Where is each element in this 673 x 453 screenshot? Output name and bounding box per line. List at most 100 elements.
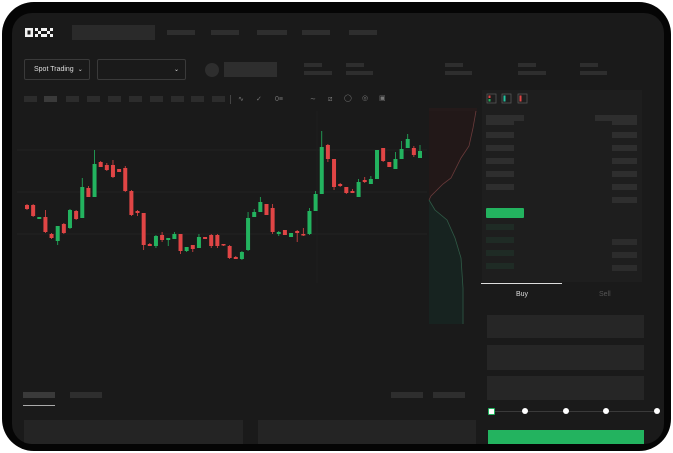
nav-item[interactable] [167,30,195,35]
line-tool-icon[interactable]: ∿ [238,96,244,103]
bid-size [612,239,637,245]
buy-tab-underline [481,283,562,284]
interval-button[interactable] [66,96,79,102]
bid-price [486,237,514,243]
slider-stop[interactable] [563,408,569,414]
both-sides-icon[interactable] [486,93,497,104]
history-tab[interactable] [70,392,102,398]
candle-body [43,217,48,232]
stat-value [346,71,373,75]
interval-button[interactable] [191,96,204,102]
spot-trading-dropdown[interactable]: Spot Trading ⌄ [24,59,90,80]
candle-body [270,208,275,232]
interval-button[interactable] [150,96,163,102]
candle-body [153,236,158,246]
filter-button[interactable] [391,392,423,398]
nav-item[interactable] [211,30,239,35]
slider-handle[interactable] [487,407,495,415]
ask-size [612,171,637,177]
ask-size [612,132,637,138]
buy-tab[interactable]: Buy [516,291,529,298]
ask-price [486,145,514,151]
candle-body [418,151,422,158]
bids-only-icon[interactable] [501,93,512,104]
candle-body [172,234,177,239]
interval-button[interactable] [87,96,100,102]
candlestick-chart[interactable] [12,13,432,283]
slider-stop[interactable] [654,408,660,414]
candle-body [227,246,232,258]
filter-button[interactable] [433,392,465,398]
amount-input[interactable] [487,345,644,370]
camera-icon[interactable]: ◯ [344,95,352,102]
candle-body [393,159,398,169]
slider-stop[interactable] [522,408,528,414]
buy-submit-button[interactable] [488,430,644,444]
candle-body [196,237,201,248]
candle-body [86,188,91,197]
nav-item[interactable] [349,30,377,35]
ask-size [612,184,637,190]
stat-label [304,63,322,67]
amount-slider[interactable] [487,406,660,416]
interval-button[interactable] [171,96,184,102]
asks-only-icon[interactable] [517,93,528,104]
interval-button[interactable] [212,96,225,102]
pair-name [224,62,277,77]
interval-button[interactable] [24,96,37,102]
candle-body [160,235,165,240]
okx-logo [25,28,53,37]
total-input[interactable] [487,376,644,400]
candle-body [233,257,238,259]
candle-body [123,168,128,191]
ask-price [486,119,514,125]
search-bar[interactable] [72,25,155,40]
candle-body [375,150,380,179]
candle-body [276,232,281,234]
pair-avatar [205,63,219,77]
candle-body [332,159,337,187]
bottom-panel [258,420,476,444]
price-input[interactable] [487,315,644,338]
ask-size [612,145,637,151]
bid-size [612,265,637,271]
chevron-down-icon: ⌄ [77,67,83,73]
interval-button[interactable] [44,96,57,102]
stat-value [580,71,607,75]
ask-size [612,119,637,125]
nav-item[interactable] [257,30,287,35]
stat-value [518,71,546,75]
candle-body [129,191,134,215]
wave-icon[interactable]: ∼ [310,96,316,103]
slider-stop[interactable] [603,408,609,414]
settings-circle-icon[interactable]: ◎ [362,95,369,102]
order-book-header [486,115,524,121]
candle-body [147,244,152,246]
ruler-icon[interactable]: ⧄ [328,96,333,103]
fullscreen-icon[interactable]: ▣ [379,95,386,102]
candle-body [246,218,251,250]
candle-body [80,187,85,218]
depth-chart [428,108,477,324]
candle-body [37,217,42,219]
interval-button[interactable] [108,96,121,102]
interval-button[interactable] [129,96,142,102]
ask-depth-line [428,110,477,201]
ask-price [486,132,514,138]
ask-size [612,197,637,203]
trend-tool-icon[interactable]: ✓ [256,96,262,103]
candle-body [264,204,269,215]
ask-size [612,158,637,164]
sell-tab[interactable]: Sell [599,291,611,298]
candle-body [282,230,287,235]
nav-item[interactable] [302,30,330,35]
chevron-down-icon: ⌄ [173,67,179,73]
bid-price [486,224,514,230]
orders-tab[interactable] [23,392,55,398]
candle-body [239,252,244,259]
candle-body [104,165,109,170]
candle-body [325,145,330,159]
pair-dropdown[interactable]: ⌄ [97,59,186,80]
candle-body [166,238,171,240]
fib-tool-icon[interactable]: 0≡ [275,96,283,103]
